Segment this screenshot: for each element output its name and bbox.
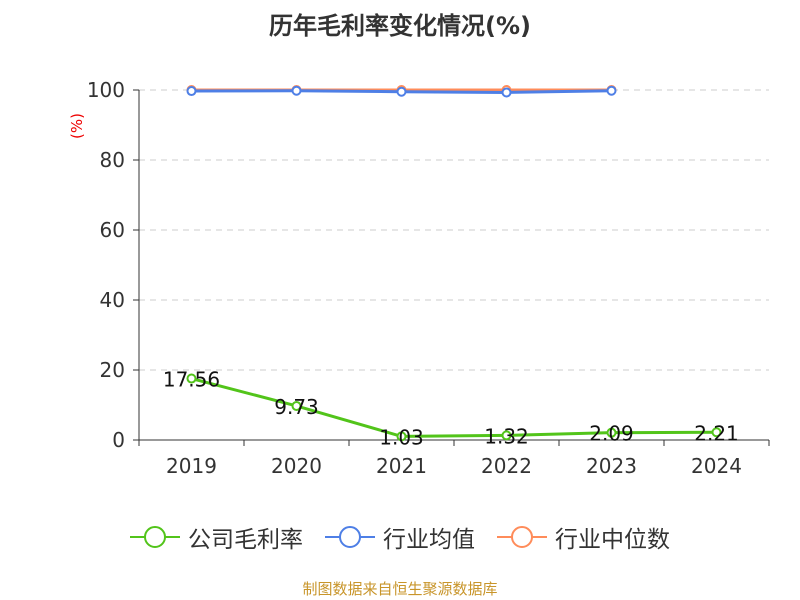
data-label: 17.56 <box>163 368 220 392</box>
legend-label: 行业中位数 <box>555 527 670 553</box>
x-tick-label: 2024 <box>691 454 742 478</box>
data-point <box>291 85 302 96</box>
x-tick-label: 2021 <box>376 454 427 478</box>
x-tick-label: 2019 <box>166 454 217 478</box>
data-point <box>396 86 407 97</box>
data-point <box>396 431 407 442</box>
source-note: 制图数据来自恒生聚源数据库 <box>302 580 498 598</box>
data-point <box>291 400 302 411</box>
data-point <box>501 87 512 98</box>
y-tick-label: 100 <box>87 78 125 102</box>
y-tick-label: 80 <box>100 148 125 172</box>
data-label: 2.21 <box>694 421 739 445</box>
data-point <box>186 86 197 97</box>
series-line-0 <box>191 377 717 438</box>
x-tick-label: 2023 <box>586 454 637 478</box>
data-point <box>501 430 512 441</box>
x-tick-label: 2020 <box>271 454 322 478</box>
y-tick-label: 0 <box>112 428 125 452</box>
data-label: 2.09 <box>589 422 634 446</box>
data-label: 1.03 <box>379 425 424 449</box>
chart-title: 历年毛利率变化情况(%) <box>269 12 531 40</box>
legend-marker-icon <box>130 526 180 548</box>
legend-marker-icon <box>325 526 375 548</box>
legend-item[interactable]: 行业均值 <box>325 520 475 554</box>
legend-label: 行业均值 <box>383 527 475 553</box>
x-tick-label: 2022 <box>481 454 532 478</box>
y-tick-label: 60 <box>100 218 125 242</box>
legend-marker-icon <box>497 526 547 548</box>
y-tick-label: 40 <box>100 288 125 312</box>
data-label: 1.32 <box>484 424 529 448</box>
legend-item[interactable]: 行业中位数 <box>497 520 670 554</box>
data-point <box>711 427 722 438</box>
legend-label: 公司毛利率 <box>188 527 303 553</box>
data-point <box>186 373 197 384</box>
y-tick-label: 20 <box>100 358 125 382</box>
legend: 公司毛利率 行业均值 行业中位数 <box>0 520 800 554</box>
line-chart: 0 20 40 60 80 100 2019 2020 2021 2022 2023 2024 (%) 1… <box>68 78 770 478</box>
data-point <box>606 85 617 96</box>
data-point <box>606 427 617 438</box>
legend-item[interactable]: 公司毛利率 <box>130 520 303 554</box>
data-label: 9.73 <box>274 395 319 419</box>
y-axis-label: (%) <box>68 113 86 139</box>
